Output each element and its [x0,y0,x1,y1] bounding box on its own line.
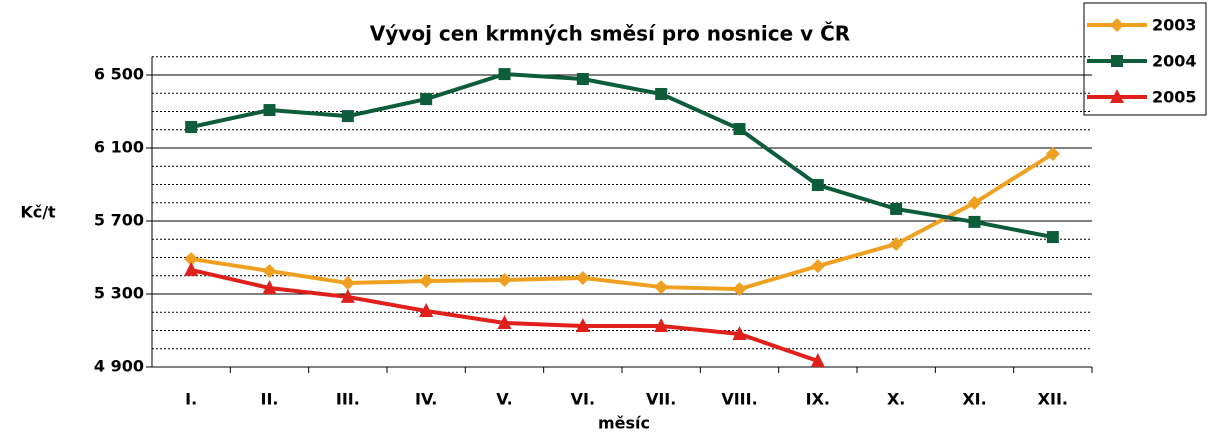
marker [420,93,433,106]
marker [262,264,277,279]
x-tick-label: VI. [571,390,595,409]
marker [890,202,903,215]
y-tick-label: 5 300 [94,284,144,303]
x-tick-label: X. [887,390,905,409]
marker [497,315,512,330]
marker [184,251,199,266]
marker [340,276,355,291]
chart-title: Vývoj cen krmných směsí pro nosnice v ČR [370,22,850,46]
marker [889,236,904,251]
x-tick-label: VIII. [721,390,757,409]
marker [655,87,668,100]
x-tick-label: I. [185,390,197,409]
x-tick-label: XI. [962,390,986,409]
marker [1110,89,1124,103]
marker [1111,55,1123,67]
marker [184,261,199,276]
marker [341,110,354,123]
marker [810,259,825,274]
y-tick-label: 6 100 [94,138,144,157]
y-tick-label: 6 500 [94,65,144,84]
x-tick-label: II. [261,390,279,409]
marker [263,104,276,117]
marker [576,73,589,86]
series-line [190,152,1054,292]
marker [340,288,355,303]
y-tick-label: 5 700 [94,211,144,230]
marker [811,179,824,192]
marker [733,123,746,136]
x-tick-label: XII. [1038,390,1068,409]
marker [419,302,434,317]
marker [1110,18,1124,32]
marker [1046,231,1059,244]
marker [810,352,825,367]
x-tick-label: VII. [646,390,676,409]
marker [968,215,981,228]
marker [654,280,669,295]
x-axis-label: měsíc [598,414,650,433]
marker [732,325,747,340]
marker [575,317,590,332]
marker [498,68,511,81]
x-tick-label: IX. [806,390,830,409]
marker [419,274,434,289]
x-tick-label: V. [496,390,512,409]
marker [185,121,198,134]
legend-label: 2004 [1152,52,1197,71]
x-tick-label: III. [336,390,360,409]
y-tick-label: 4 900 [94,357,144,376]
series-line [190,72,1054,240]
marker [732,282,747,297]
legend-label: 2003 [1152,16,1197,35]
marker [967,195,982,210]
marker [262,279,277,294]
marker [654,317,669,332]
x-tick-label: IV. [415,390,437,409]
marker [575,270,590,285]
marker [1045,146,1060,161]
y-axis-label: Kč/t [20,203,56,222]
legend-label: 2005 [1152,88,1197,107]
marker [497,272,512,287]
